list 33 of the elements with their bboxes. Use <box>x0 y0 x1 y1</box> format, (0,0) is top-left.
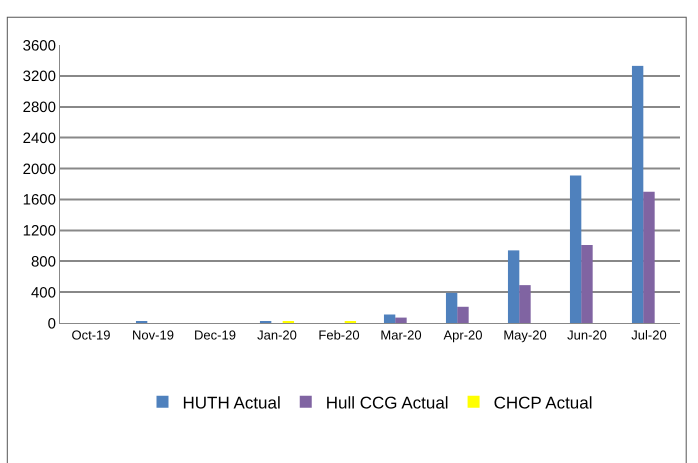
y-tick-label: 3600 <box>22 37 56 54</box>
y-tick-label: 1600 <box>22 192 56 209</box>
y-tick-label: 0 <box>48 315 56 332</box>
bar <box>446 292 458 323</box>
x-tick-label: Jun-20 <box>567 328 607 343</box>
y-tick-label: 800 <box>30 253 56 270</box>
x-tick-label: Jan-20 <box>257 328 297 343</box>
x-tick-label: Dec-19 <box>194 328 236 343</box>
x-tick-label: Jul-20 <box>631 328 667 343</box>
y-tick-label: 1200 <box>22 222 56 240</box>
y-tick-label: 2800 <box>22 99 56 116</box>
x-tick-label: Nov-19 <box>132 328 174 343</box>
y-tick-label: 2400 <box>22 130 56 147</box>
y-tick-label: 2000 <box>22 160 56 178</box>
bar <box>457 306 469 323</box>
x-tick-label: Mar-20 <box>380 328 422 343</box>
x-tick-label: May-20 <box>503 328 547 343</box>
x-tick-label: Oct-19 <box>71 328 111 343</box>
bar <box>519 285 531 323</box>
bar <box>395 318 407 323</box>
legend-label: CHCP Actual <box>494 393 592 412</box>
bar <box>508 250 520 323</box>
legend-label: Hull CCG Actual <box>326 393 449 412</box>
bar <box>643 192 655 323</box>
bar <box>570 176 582 323</box>
x-tick-label: Feb-20 <box>318 328 360 343</box>
x-tick-label: Apr-20 <box>443 328 483 343</box>
bar <box>632 66 644 323</box>
y-tick-label: 400 <box>30 284 56 302</box>
y-tick-label: 3200 <box>22 68 56 86</box>
bar <box>384 314 396 323</box>
legend-label: HUTH Actual <box>182 393 281 412</box>
bar <box>581 245 593 323</box>
